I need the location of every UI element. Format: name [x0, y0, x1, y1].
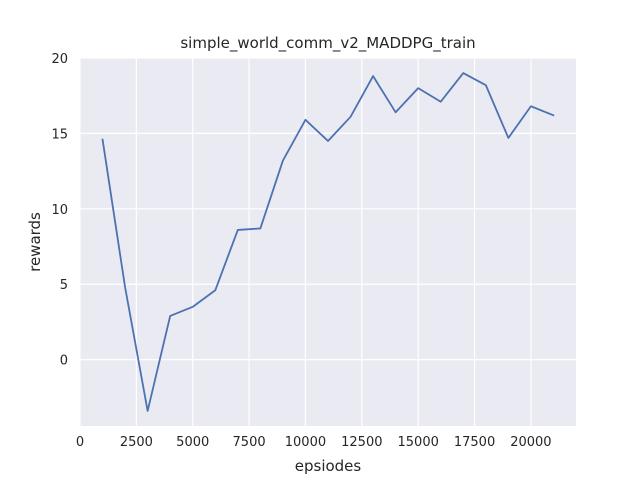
y-axis-ticks: 0 5 10 15 20 — [51, 52, 68, 369]
y-axis-title: rewards — [26, 212, 44, 272]
chart-title: simple_world_comm_v2_MADDPG_train — [180, 34, 475, 53]
x-tick-label: 5000 — [176, 435, 209, 450]
y-tick-label: 0 — [60, 354, 68, 369]
x-tick-label: 2500 — [120, 435, 153, 450]
x-tick-label: 0 — [76, 435, 84, 450]
y-tick-label: 5 — [60, 278, 68, 293]
x-axis-title: epsiodes — [295, 457, 362, 475]
x-tick-label: 10000 — [285, 435, 326, 450]
x-tick-label: 20000 — [510, 435, 551, 450]
grid — [79, 57, 576, 426]
y-tick-label: 15 — [51, 127, 68, 142]
series-line — [101, 72, 555, 412]
y-tick-label: 10 — [51, 203, 68, 218]
y-tick-label: 20 — [51, 52, 68, 67]
x-tick-label: 17500 — [454, 435, 495, 450]
x-tick-label: 7500 — [233, 435, 266, 450]
plot-area — [80, 58, 576, 426]
x-axis-ticks: 0 2500 5000 7500 10000 12500 15000 17500 20000 — [76, 435, 552, 450]
x-tick-label: 15000 — [398, 435, 439, 450]
x-tick-label: 12500 — [341, 435, 382, 450]
